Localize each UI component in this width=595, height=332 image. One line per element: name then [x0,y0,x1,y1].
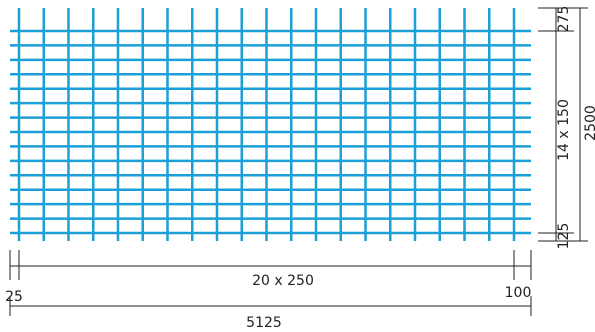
dim-total-length: 5125 [246,315,282,331]
dim-total-width: 2500 [583,105,595,141]
dimension-lines [9,7,588,316]
dim-top-overhang: 275 [556,6,572,33]
dim-bar-spacing-x: 20 x 250 [252,273,314,289]
dim-bar-spacing-y: 14 x 150 [556,99,572,161]
dim-right-overhang: 100 [505,285,532,301]
dim-left-overhang: 25 [5,289,23,305]
mesh-bars [10,8,531,241]
dim-bottom-overhang: 125 [556,223,572,250]
